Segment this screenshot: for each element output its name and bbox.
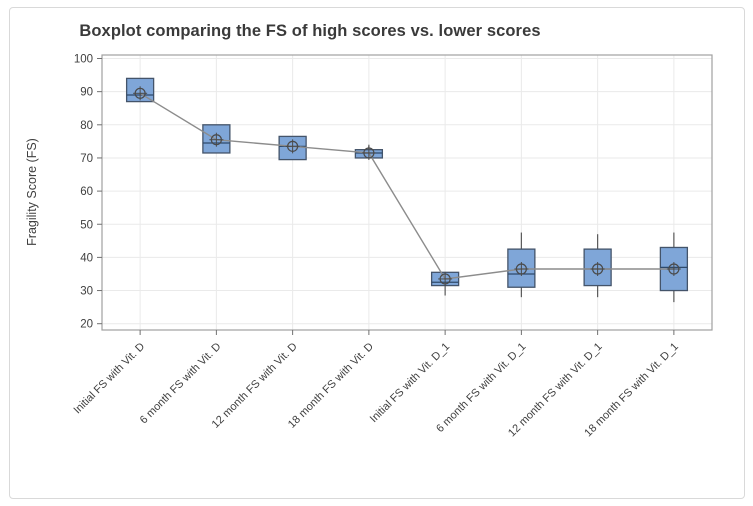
y-tick-label: 40 xyxy=(80,252,93,264)
x-tick-label: 6 month FS with Vit. D_1 xyxy=(434,341,528,435)
x-tick-label: 6 month FS with Vit. D xyxy=(138,341,224,427)
y-tick-label: 30 xyxy=(80,286,93,298)
mean-connector-line xyxy=(139,92,674,280)
x-tick-label: 18 month FS with Vit. D xyxy=(286,341,376,431)
y-tick-label: 60 xyxy=(80,186,93,198)
data-layer xyxy=(125,77,689,303)
axis-layer: 100 90 80 70 60 50 40 30 20 Initial FS with Vit. … xyxy=(71,54,713,439)
y-tick-label: 70 xyxy=(80,153,93,165)
y-tick-label: 90 xyxy=(80,87,93,99)
y-tick-label: 50 xyxy=(80,219,93,231)
mean-marker xyxy=(361,145,376,160)
y-axis-title: Fragility Score (FS) xyxy=(25,138,39,246)
x-tick-label: Initial FS with Vit. D xyxy=(71,341,147,417)
y-tick-label: 20 xyxy=(80,319,93,331)
y-tick-label: 80 xyxy=(80,120,93,132)
grid-layer xyxy=(102,55,712,330)
mean-marker xyxy=(438,271,453,286)
chart-title: Boxplot comparing the FS of high scores … xyxy=(79,22,541,40)
mean-marker xyxy=(514,262,529,277)
mean-marker xyxy=(666,262,681,277)
mean-marker xyxy=(133,86,148,101)
plot-border xyxy=(101,54,713,331)
x-tick-label: 12 month FS with Vit. D xyxy=(210,341,300,431)
mean-marker xyxy=(590,262,605,277)
mean-marker xyxy=(285,139,300,154)
mean-marker xyxy=(209,132,224,147)
y-tick-label: 100 xyxy=(74,54,93,66)
x-tick-label: Initial FS with Vit. D_1 xyxy=(368,341,452,425)
